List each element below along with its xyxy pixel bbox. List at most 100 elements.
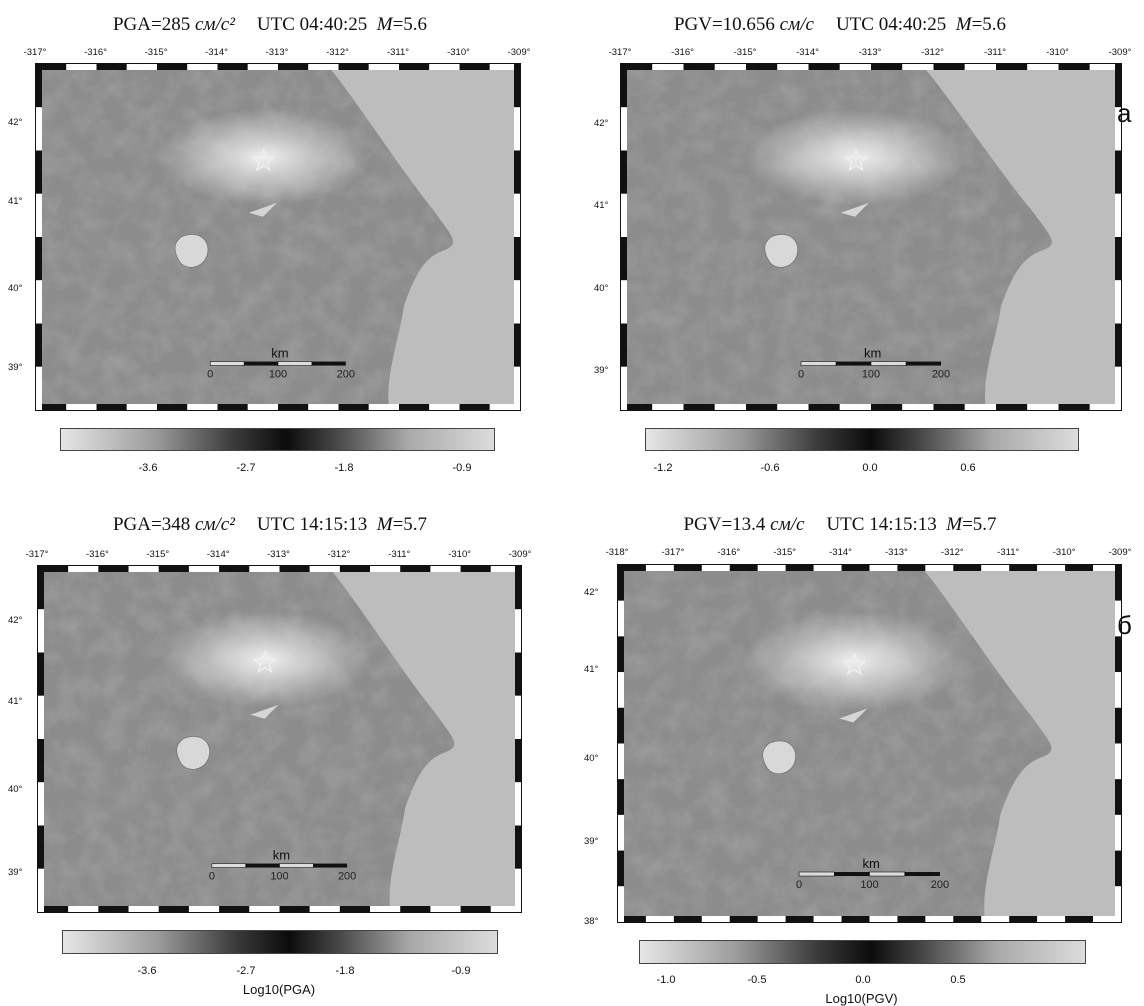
frame-segment — [897, 916, 926, 922]
relief-map: km 0 100 200 — [620, 63, 1122, 411]
frame-segment — [217, 404, 248, 410]
frame-segment — [489, 64, 520, 70]
panel-title: PGA=285 см/с² UTC 04:40:25 M=5.6 — [112, 14, 428, 35]
frame-segment — [36, 404, 67, 410]
frame-segment — [515, 739, 521, 783]
lon-tick-label: -312° — [327, 549, 351, 560]
colorbar-tick-label: -2.7 — [236, 965, 256, 977]
scale-bar-title: km — [271, 346, 288, 361]
scale-bar-title: km — [864, 346, 881, 361]
frame-segment — [368, 64, 399, 70]
frame-segment — [309, 906, 340, 912]
frame-segment — [1115, 814, 1121, 851]
map-panel-pga-2: PGA=348 см/с² UTC 14:15:13 M=5.7 -317° -31… — [0, 500, 560, 1003]
colorbar-tick-label: -0.9 — [452, 462, 472, 474]
frame-segment — [1065, 565, 1094, 571]
frame-segment — [187, 404, 218, 410]
frame-segment — [38, 566, 44, 610]
frame-segment — [279, 566, 310, 572]
scale-bar-seg — [798, 871, 835, 877]
frame-segment — [902, 64, 934, 70]
frame-segment — [278, 404, 309, 410]
frame-segment — [1115, 850, 1121, 887]
frame-segment — [249, 906, 280, 912]
frame-segment — [953, 565, 982, 571]
relief-map: km 0 100 200 — [35, 63, 521, 411]
frame-segment — [1115, 886, 1121, 922]
frame-segment — [1115, 779, 1121, 815]
lat-tick-label: 39° — [584, 836, 599, 847]
frame-segment — [841, 916, 870, 922]
frame-segment — [1089, 64, 1121, 70]
lon-tick-label: -318° — [605, 547, 629, 558]
frame-segment — [400, 566, 431, 572]
frame-segment — [68, 566, 99, 572]
lon-tick-label: -309° — [1108, 47, 1132, 58]
frame-segment — [1115, 672, 1121, 708]
lon-tick-label: -312° — [326, 47, 349, 58]
frame-segment — [841, 565, 870, 571]
frame-segment — [1115, 366, 1121, 410]
frame-segment — [1093, 565, 1121, 571]
frame-segment — [618, 636, 624, 673]
frame-segment — [36, 366, 42, 410]
scale-bar-title: km — [862, 856, 879, 871]
scale-bar-label: 200 — [337, 369, 355, 381]
frame-segment — [1115, 707, 1121, 744]
frame-segment — [839, 404, 871, 410]
frame-segment — [514, 150, 520, 194]
lat-tick-label: 39° — [594, 365, 609, 376]
frame-segment — [126, 64, 157, 70]
lat-tick-label: 40° — [594, 283, 609, 294]
scale-bar-label: 200 — [931, 879, 949, 891]
frame-segment — [515, 782, 521, 826]
scale-bar-seg — [279, 863, 314, 868]
frame-segment — [652, 64, 684, 70]
frame-segment — [430, 566, 461, 572]
scale-bar-label: 0 — [207, 369, 213, 381]
frame-segment — [621, 64, 653, 70]
scale-bar-seg — [869, 871, 906, 877]
frame-segment — [996, 404, 1028, 410]
frame-segment — [953, 916, 982, 922]
frame-segment — [1115, 743, 1121, 780]
frame-segment — [36, 64, 42, 108]
frame-segment — [38, 825, 44, 869]
frame-segment — [1115, 107, 1121, 151]
map-panel-pga-1: PGA=285 см/с² UTC 04:40:25 M=5.6 -317° -31… — [0, 0, 560, 480]
frame-segment — [808, 404, 840, 410]
frame-segment — [621, 237, 627, 281]
frame-segment — [157, 404, 188, 410]
frame-segment — [701, 916, 730, 922]
frame-segment — [339, 566, 371, 572]
lon-tick-label: -314° — [796, 47, 819, 58]
frame-segment — [515, 652, 521, 696]
reservoir — [839, 708, 868, 723]
colorbar — [645, 428, 1079, 451]
frame-segment — [514, 366, 520, 410]
frame-segment — [621, 150, 627, 194]
frame-segment — [1027, 404, 1059, 410]
lon-tick-label: -313° — [265, 47, 289, 58]
colorbar-tick-label: -2.7 — [236, 462, 256, 474]
sevan-lake — [762, 740, 796, 774]
frame-segment — [217, 64, 248, 70]
reservoir — [248, 202, 277, 217]
frame-segment — [645, 565, 674, 571]
lat-tick-label: 42° — [594, 118, 609, 129]
panel-title: PGV=13.4 см/с UTC 14:15:13 M=5.7 — [683, 514, 997, 535]
lon-tick-label: -311° — [983, 47, 1007, 58]
scale-bar-seg — [906, 361, 941, 366]
frame-segment — [36, 64, 67, 70]
lat-tick-label: 38° — [584, 916, 599, 927]
lat-tick-label: 41° — [594, 200, 609, 211]
frame-segment — [785, 565, 814, 571]
frame-segment — [618, 672, 624, 708]
frame-segment — [38, 609, 44, 653]
frame-segment — [514, 107, 520, 151]
frame-segment — [746, 404, 778, 410]
lon-tick-label: -315° — [146, 549, 170, 560]
frame-segment — [925, 565, 954, 571]
frame-segment — [813, 916, 842, 922]
frame-segment — [338, 64, 369, 70]
